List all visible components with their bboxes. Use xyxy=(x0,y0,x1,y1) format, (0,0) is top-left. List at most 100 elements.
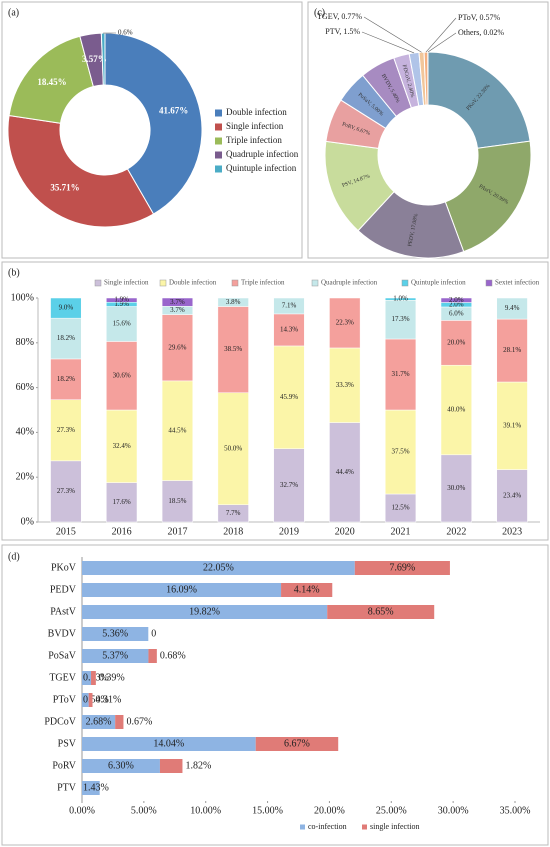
bar-label: 18.5% xyxy=(168,497,186,505)
bar-label: 50.0% xyxy=(224,444,242,452)
bar-segment xyxy=(82,561,355,575)
panel-d-frame xyxy=(1,544,549,846)
x-tick-label: 2023 xyxy=(502,526,522,537)
bar-label: 0.73% xyxy=(83,672,109,683)
bar-segment xyxy=(50,358,82,400)
panel-b-frame xyxy=(1,261,549,541)
bar-label: 32.4% xyxy=(113,442,131,450)
slice-label: TGEV, 0.77% xyxy=(317,12,362,21)
bar-segment xyxy=(106,482,138,523)
bar-segment xyxy=(255,737,339,751)
legend-label: single infection xyxy=(370,822,420,831)
bar-label: 30.6% xyxy=(113,371,131,379)
bar-label: 1.0% xyxy=(393,295,408,303)
bar-label: 23.4% xyxy=(503,491,521,499)
bar-label: 6.30% xyxy=(108,760,134,771)
bar-segment xyxy=(82,759,160,773)
bar-segment xyxy=(82,605,328,619)
bar-label: 0 xyxy=(151,628,156,639)
bar-segment xyxy=(329,297,361,349)
legend-swatch xyxy=(215,137,222,145)
bar-label: 2.0% xyxy=(449,296,464,304)
slice-label: PToV, 0.57% xyxy=(458,13,501,22)
bar-label: 16.09% xyxy=(166,584,197,595)
bar-label: 1.9% xyxy=(114,300,129,308)
bar-segment xyxy=(440,320,472,366)
leader-line xyxy=(425,17,457,53)
bar-label: 9.0% xyxy=(59,304,74,312)
bar-segment xyxy=(82,693,89,707)
bar-segment xyxy=(91,671,96,685)
legend-label: Triple infection xyxy=(241,279,285,287)
y-tick-label: 100% xyxy=(11,292,34,303)
legend-label: Double infection xyxy=(226,107,287,117)
bar-label: 40.0% xyxy=(447,406,465,414)
slice-label: 18.45% xyxy=(37,77,66,87)
bar-segment xyxy=(161,314,194,382)
bar-label: 14.04% xyxy=(153,738,184,749)
y-tick-label: BVDV xyxy=(48,628,77,639)
legend-label: Triple infection xyxy=(226,135,282,145)
x-tick-label: 15.00% xyxy=(252,805,283,816)
legend-swatch xyxy=(362,824,367,830)
bar-label: 28.1% xyxy=(503,346,521,354)
bar-segment xyxy=(82,649,149,663)
panel-a-frame xyxy=(1,1,303,259)
x-tick-label: 2015 xyxy=(56,526,76,537)
bar-label: 31.7% xyxy=(392,370,410,378)
bar-label: 33.3% xyxy=(336,381,354,389)
bar-label: 0.31% xyxy=(96,694,122,705)
bar-label: 7.69% xyxy=(389,562,415,573)
bar-label: 1.82% xyxy=(185,760,211,771)
slice-label: 41.67% xyxy=(159,106,188,116)
bar-segment xyxy=(82,781,100,795)
legend-swatch xyxy=(300,824,305,830)
bar-segment xyxy=(440,364,472,456)
bar-segment xyxy=(440,297,472,303)
x-tick-label: 2017 xyxy=(167,526,187,537)
y-tick-label: PToV xyxy=(53,694,77,705)
bar-segment xyxy=(50,460,82,523)
donut-slice xyxy=(7,114,155,228)
x-tick-label: 20.00% xyxy=(314,805,345,816)
leader-line xyxy=(427,32,457,53)
y-tick-label: 60% xyxy=(16,382,34,393)
bar-segment xyxy=(106,297,138,303)
bar-segment xyxy=(217,392,249,506)
y-tick-label: PSV xyxy=(58,738,77,749)
legend-label: Quadruple infection xyxy=(321,279,378,287)
slice-label: Others, 0.02% xyxy=(458,28,504,37)
bar-label: 18.2% xyxy=(57,375,75,383)
bar-label: 27.3% xyxy=(57,426,75,434)
bar-label: 2.0% xyxy=(449,300,464,308)
panel-tag: (d) xyxy=(8,551,20,562)
legend-swatch xyxy=(231,279,239,287)
legend-swatch xyxy=(485,279,493,287)
bar-label: 39.1% xyxy=(503,421,521,429)
y-tick-label: PoSaV xyxy=(48,650,77,661)
bar-label: 8.65% xyxy=(368,606,394,617)
legend-label: Quadruple infection xyxy=(226,149,299,159)
bar-segment xyxy=(88,693,93,707)
legend-label: Double infection xyxy=(169,279,217,287)
bar-segment xyxy=(82,737,256,751)
bar-label: 22.3% xyxy=(336,319,354,327)
bar-label: 44.4% xyxy=(336,468,354,476)
x-tick-label: 5.00% xyxy=(131,805,157,816)
bar-label: 14.3% xyxy=(280,326,298,334)
y-tick-label: PoRV xyxy=(52,760,76,771)
x-tick-label: 30.00% xyxy=(438,805,469,816)
bar-segment xyxy=(82,715,116,729)
bar-segment xyxy=(161,297,194,307)
bar-label: 0.67% xyxy=(126,716,152,727)
y-tick-label: PTV xyxy=(57,782,77,793)
slice-label: 35.71% xyxy=(50,183,79,193)
legend-label: Single infection xyxy=(104,279,149,287)
legend-swatch xyxy=(215,109,222,117)
bar-segment xyxy=(496,381,528,470)
bar-segment xyxy=(161,380,194,481)
donut-slice xyxy=(100,32,106,86)
legend-swatch xyxy=(215,151,222,159)
x-tick-label: 2021 xyxy=(391,526,411,537)
bar-label: 6.67% xyxy=(284,738,310,749)
